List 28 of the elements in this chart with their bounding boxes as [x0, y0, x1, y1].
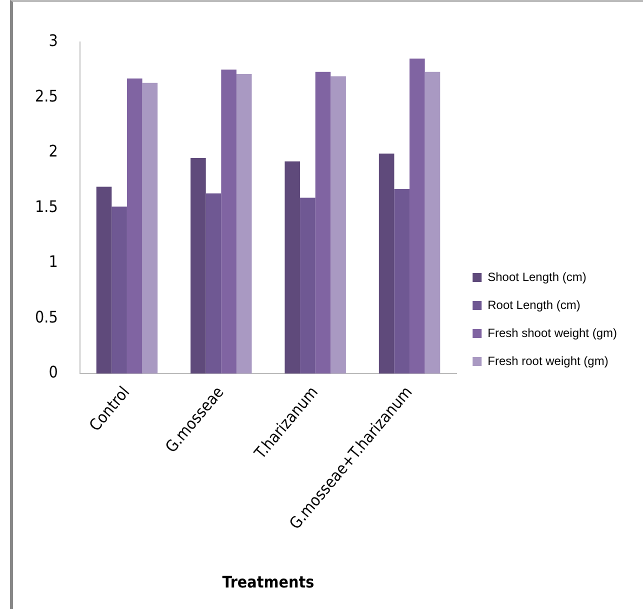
y-tick-label: 2.5: [34, 86, 58, 106]
bar: [142, 82, 158, 374]
bar: [206, 193, 222, 374]
bar: [410, 58, 425, 374]
bar: [424, 72, 440, 374]
y-tick-label: 3: [48, 31, 58, 50]
legend-label: Shoot Length (cm): [488, 270, 586, 284]
bar: [236, 74, 252, 374]
bar: [190, 158, 206, 374]
bar: [394, 188, 410, 374]
bar: [221, 70, 236, 374]
bar: [96, 186, 112, 374]
bar: [330, 76, 346, 374]
legend-label: Root Length (cm): [488, 298, 580, 312]
bar: [126, 78, 142, 374]
legend-label: Fresh root weight (gm): [488, 354, 608, 368]
bar: [300, 198, 316, 374]
y-tick-label: 2: [48, 142, 58, 161]
y-tick-label: 0: [48, 362, 58, 382]
y-tick-label: 1.5: [34, 196, 58, 216]
y-tick-label: 0.5: [34, 307, 58, 326]
bar: [378, 154, 394, 374]
y-tick-label: 1: [48, 252, 58, 272]
bar: [112, 206, 127, 374]
bar: [315, 72, 331, 374]
legend-label: Fresh shoot weight (gm): [488, 326, 618, 340]
bar: [284, 161, 300, 374]
x-axis-title: Treatments: [222, 572, 314, 592]
